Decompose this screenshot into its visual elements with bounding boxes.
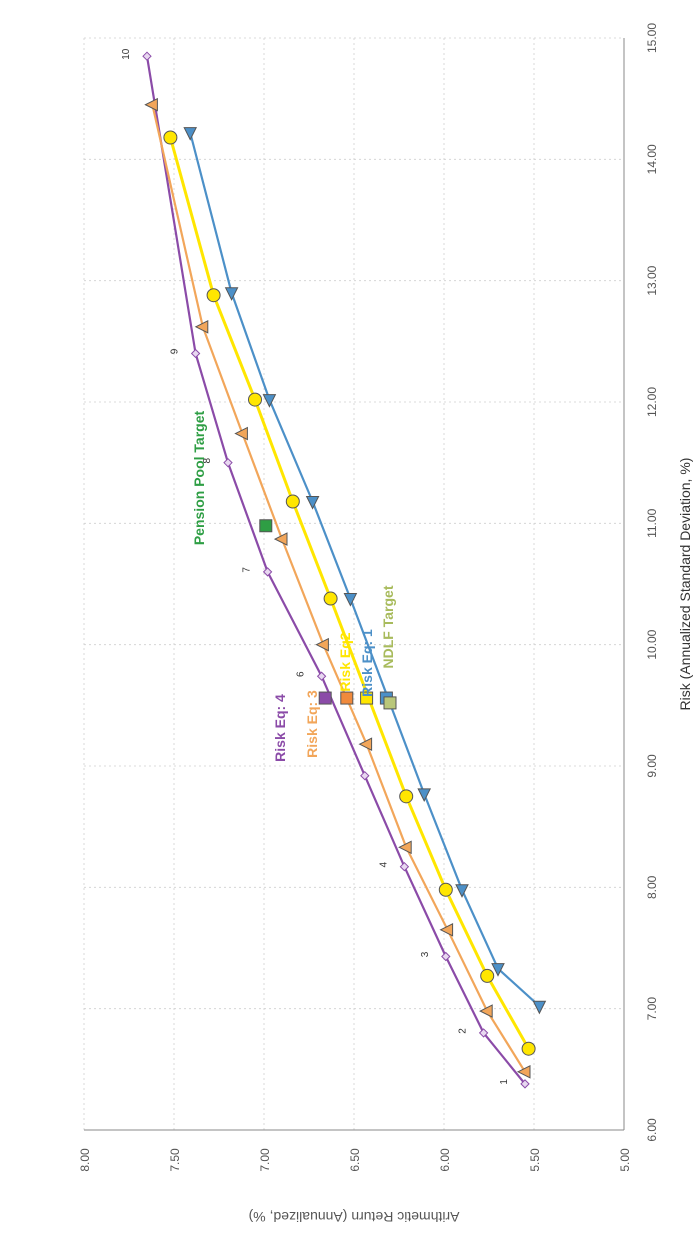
series-1-marker	[190, 348, 201, 359]
series-4-marker	[262, 394, 277, 408]
risk-tick-label: 10.00	[645, 629, 659, 659]
target-point-label: Pension Pool Target	[191, 411, 207, 546]
series-2-marker	[398, 840, 412, 855]
frontier-point-number: 3	[420, 951, 431, 957]
frontier-point-number: 1	[499, 1079, 510, 1085]
series-4-marker	[417, 788, 432, 803]
series-4-marker	[455, 884, 469, 898]
series-4-marker	[305, 495, 320, 510]
series-markers	[142, 51, 547, 1089]
series-4-marker	[491, 963, 505, 977]
target-point-marker	[340, 691, 354, 705]
target-point-marker	[318, 691, 332, 705]
risk-tick-label: 6.00	[645, 1118, 659, 1142]
series-1-marker	[360, 770, 370, 781]
return-axis-title: Arithmetic Return (Annualized, %)	[249, 1209, 460, 1225]
series-1-marker	[399, 861, 410, 872]
frontier-point-number: 9	[170, 348, 181, 354]
series-2-marker	[315, 637, 329, 652]
frontier-point-number: 2	[458, 1028, 469, 1034]
series-2-marker	[358, 737, 373, 751]
risk-tick-label: 9.00	[645, 754, 659, 778]
series-2-marker	[234, 426, 248, 441]
frontier-point-number: 6	[296, 671, 307, 677]
target-point-label: Risk Eq2	[337, 632, 353, 691]
series-3-marker	[480, 968, 495, 983]
series-4-marker	[532, 1000, 547, 1015]
series-3-marker	[248, 392, 262, 407]
return-tick-label: 5.50	[528, 1148, 542, 1172]
series-3-marker	[399, 789, 414, 804]
return-tick-label: 8.00	[78, 1148, 92, 1172]
series-3-marker	[323, 591, 338, 606]
series-1-marker	[316, 671, 327, 681]
series-2-marker	[194, 319, 209, 334]
series-1-marker	[441, 951, 451, 962]
risk-tick-label: 12.00	[645, 387, 659, 417]
series-2-marker	[273, 532, 288, 546]
series-line-1	[145, 56, 526, 1085]
frontier-point-number: 8	[202, 457, 213, 463]
return-tick-label: 6.00	[438, 1148, 452, 1172]
target-point-label: Risk Eq: 1	[359, 629, 375, 697]
target-point-label: NDLF Target	[380, 585, 396, 668]
series-1-marker	[223, 457, 233, 468]
series-2-marker	[516, 1064, 531, 1079]
highlighted-points	[259, 519, 397, 710]
risk-tick-label: 11.00	[645, 508, 659, 537]
series-4-marker	[183, 127, 198, 141]
series-2-marker	[144, 97, 158, 112]
series-3-marker	[285, 494, 300, 509]
series-1-marker	[520, 1079, 530, 1089]
frontier-point-number: 4	[378, 861, 389, 867]
return-tick-label: 7.50	[168, 1148, 182, 1172]
series-1-marker	[262, 567, 273, 577]
risk-tick-label: 14.00	[645, 144, 659, 174]
frontier-point-number: 10	[121, 48, 132, 60]
target-point-label: Risk Eq: 3	[304, 690, 320, 758]
target-point-marker	[259, 519, 273, 533]
series-3-marker	[206, 288, 221, 303]
series-3-marker	[438, 882, 453, 897]
return-tick-label: 6.50	[348, 1148, 362, 1172]
risk-tick-label: 8.00	[645, 875, 659, 899]
risk-tick-label: 7.00	[645, 997, 659, 1021]
risk-tick-label: 13.00	[645, 265, 659, 295]
series-2-marker	[479, 1004, 493, 1018]
chart-labels: 1 2 3 4 6 7 8 9 10 Pension Pool Target Risk Eq: 4 R…	[121, 48, 510, 1084]
return-tick-label: 5.00	[618, 1148, 632, 1172]
target-point-marker	[383, 696, 397, 710]
series-3-marker	[521, 1041, 536, 1056]
axes: 6.00 7.00 8.00 9.00 10.00 11.00 12.00 13.00 14.0…	[78, 23, 693, 1225]
series-4-marker	[224, 287, 239, 301]
series-2-marker	[439, 922, 454, 937]
risk-tick-label: 15.00	[645, 23, 659, 53]
series-4-marker	[343, 593, 358, 607]
series-1-marker	[478, 1028, 489, 1038]
series-1-marker	[142, 51, 152, 61]
target-point-label: Risk Eq: 4	[272, 694, 288, 762]
target-point-marker	[360, 691, 374, 705]
frontier-point-number: 7	[242, 567, 253, 573]
return-tick-label: 7.00	[258, 1148, 272, 1172]
risk-axis-title: Risk (Annualized Standard Deviation, %)	[677, 458, 693, 711]
series-3-marker	[163, 130, 178, 145]
